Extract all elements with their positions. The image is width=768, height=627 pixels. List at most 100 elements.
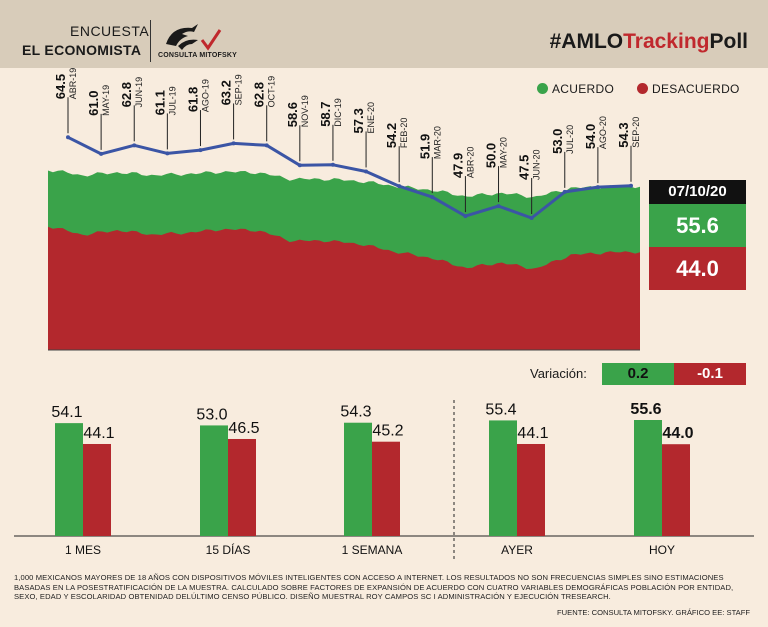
- variation-label: Variación:: [530, 366, 587, 381]
- line-point: [330, 162, 335, 167]
- line-value-label: 51.9: [417, 134, 432, 159]
- line-month-label: ABR-19: [68, 68, 78, 100]
- bar-category-label: HOY: [649, 543, 675, 557]
- line-value-label: 62.8: [252, 82, 267, 107]
- hashtag-accent: Tracking: [623, 30, 710, 53]
- legend-agree-swatch: [537, 83, 548, 94]
- line-value-label: 63.2: [219, 80, 234, 105]
- legend-disagree: DESACUERDO: [637, 82, 740, 96]
- line-month-label: JUN-19: [134, 77, 144, 108]
- bar-agree-label: 54.1: [51, 404, 82, 421]
- bar-category-label: 1 MES: [65, 543, 101, 557]
- bar-category-label: 1 SEMANA: [342, 543, 403, 557]
- bar-disagree-label: 44.1: [83, 425, 114, 442]
- bar-disagree-label: 45.2: [372, 423, 403, 440]
- legend-agree-label: ACUERDO: [552, 82, 615, 96]
- line-point: [165, 151, 170, 156]
- line-value-label: 64.5: [53, 74, 68, 99]
- line-month-label: MAY-19: [101, 85, 111, 116]
- bar-agree-label: 55.4: [485, 401, 516, 418]
- variation-agree: 0.2: [602, 363, 674, 385]
- line-month-label: OCT-19: [267, 76, 277, 108]
- logo-text: CONSULTA MITOFSKY: [158, 52, 237, 59]
- bar-agree: [634, 420, 662, 536]
- line-month-label: SEP-20: [631, 117, 641, 148]
- line-point: [297, 163, 302, 168]
- line-point: [231, 141, 236, 146]
- bar-category-label: 15 DÍAS: [206, 542, 251, 557]
- line-month-label: JUN-20: [532, 149, 542, 180]
- bar-disagree: [662, 444, 690, 536]
- line-point: [529, 216, 534, 220]
- hashtag-title: #AMLOTrackingPoll: [550, 30, 748, 54]
- footnote: 1,000 MEXICANOS MAYORES DE 18 AÑOS CON D…: [14, 573, 734, 601]
- line-point: [629, 183, 633, 188]
- line-point: [397, 184, 402, 189]
- bar-disagree: [228, 438, 256, 536]
- header-band: [0, 0, 768, 68]
- line-value-label: 54.3: [616, 122, 631, 147]
- line-value-label: 61.1: [152, 90, 167, 115]
- brand-encuesta: ENCUESTA: [70, 23, 150, 39]
- line-month-label: AGO-20: [598, 116, 608, 149]
- bar-agree: [200, 425, 228, 536]
- line-value-label: 47.5: [517, 155, 532, 180]
- line-month-label: AGO-19: [200, 79, 210, 112]
- bar-disagree-label: 46.5: [228, 420, 259, 437]
- line-month-label: MAY-20: [499, 137, 509, 168]
- latest-agree-value: 55.6: [649, 204, 746, 247]
- line-month-label: NOV-19: [300, 95, 310, 127]
- mitofsky-logo-icon: [166, 24, 222, 51]
- source-credit: FUENTE: CONSULTA MITOFSKY. GRÁFICO EE: S…: [557, 608, 750, 617]
- approval-line: [67, 135, 632, 220]
- line-value-label: 50.0: [484, 143, 499, 168]
- line-point: [562, 189, 567, 194]
- bar-disagree-label: 44.0: [662, 425, 693, 442]
- legend-disagree-label: DESACUERDO: [652, 82, 740, 96]
- bar-category-label: AYER: [501, 543, 533, 557]
- bar-agree-label: 55.6: [630, 401, 661, 418]
- line-month-label: ENE-20: [366, 102, 376, 134]
- latest-date: 07/10/20: [649, 180, 746, 204]
- line-point: [496, 204, 501, 209]
- line-point: [595, 185, 600, 190]
- line-month-label: JUL-20: [565, 125, 575, 154]
- area-disagree: [48, 226, 640, 350]
- bar-disagree: [517, 443, 545, 536]
- bar-disagree-label: 44.1: [517, 425, 548, 442]
- line-month-label: ABR-20: [465, 147, 475, 179]
- bar-disagree: [83, 443, 111, 536]
- bar-disagree: [372, 441, 400, 536]
- variation-disagree: -0.1: [674, 363, 746, 385]
- line-month-label: DIC-19: [333, 98, 343, 127]
- bar-agree: [489, 420, 517, 536]
- line-month-label: JUL-19: [167, 86, 177, 115]
- line-value-label: 62.8: [119, 82, 134, 107]
- brand-divider: [150, 20, 151, 62]
- line-point: [364, 169, 369, 174]
- line-value-label: 61.0: [86, 91, 101, 116]
- line-value-label: 58.6: [285, 102, 300, 127]
- line-value-label: 54.0: [583, 124, 598, 149]
- line-value-label: 47.9: [450, 153, 465, 178]
- area-chart: [48, 170, 640, 350]
- legend-agree: ACUERDO: [537, 82, 614, 96]
- bar-agree-label: 53.0: [196, 406, 227, 423]
- line-value-label: 61.8: [185, 87, 200, 112]
- line-value-label: 53.0: [550, 129, 565, 154]
- line-point: [463, 214, 468, 219]
- hashtag-prefix: #AMLO: [549, 30, 624, 53]
- line-point: [264, 143, 269, 148]
- line-point: [66, 135, 70, 140]
- line-point: [99, 151, 104, 156]
- line-value-label: 54.2: [384, 123, 399, 148]
- bar-agree-label: 54.3: [340, 404, 371, 421]
- brand-el-economista: EL ECONOMISTA: [22, 42, 142, 58]
- line-value-label: 58.7: [318, 101, 333, 126]
- bar-agree: [55, 423, 83, 536]
- line-point: [198, 148, 203, 153]
- latest-disagree-value: 44.0: [649, 247, 746, 290]
